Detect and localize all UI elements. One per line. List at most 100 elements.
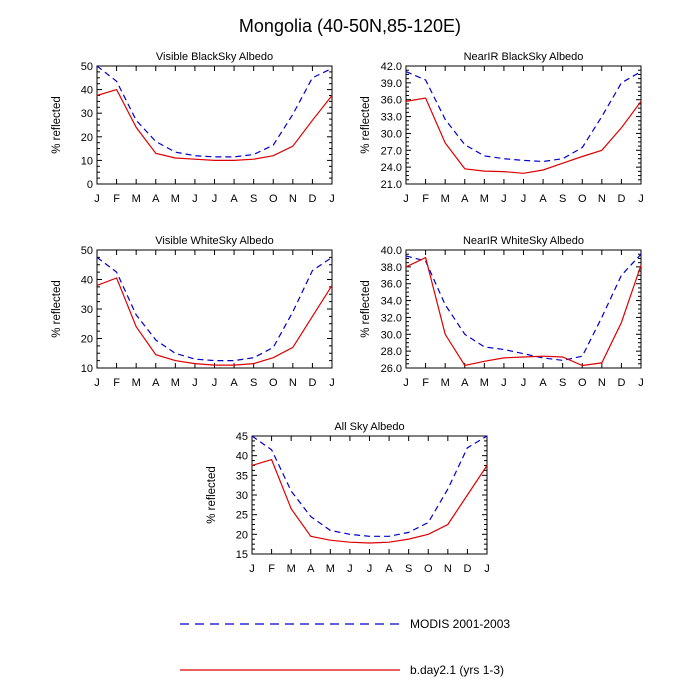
y-tick-label: 38.0 xyxy=(381,262,402,274)
panel-title: NearIR BlackSky Albedo xyxy=(464,51,584,63)
series-line-model xyxy=(96,277,333,366)
series-line-model xyxy=(405,97,642,174)
plot-frame xyxy=(96,65,333,185)
panel-title: All Sky Albedo xyxy=(334,421,404,433)
x-tick-label: F xyxy=(268,563,275,575)
y-tick-label: 20 xyxy=(81,132,93,144)
x-tick-label: J xyxy=(638,377,644,389)
y-tick-label: 36.0 xyxy=(381,279,402,291)
x-tick-label: A xyxy=(461,193,469,205)
x-tick-label: A xyxy=(152,193,160,205)
x-tick-label: A xyxy=(385,563,393,575)
y-tick-label: 50 xyxy=(81,245,93,257)
y-tick-label: 26.0 xyxy=(381,363,402,375)
chart-allsky: All Sky Albedo % reflected 15 20 25 30 35 40 45 J… xyxy=(206,421,490,575)
y-tick-label: 10 xyxy=(81,363,93,375)
series-line-model xyxy=(96,88,333,161)
x-tick-label: S xyxy=(559,377,566,389)
series-line-model xyxy=(251,458,488,544)
x-tick-label: A xyxy=(461,377,469,389)
y-tick-label: 40.0 xyxy=(381,245,402,257)
x-tick-label: M xyxy=(326,563,335,575)
x-tick-label: F xyxy=(422,377,429,389)
y-tick-label: 30 xyxy=(236,490,248,502)
x-tick-label: F xyxy=(113,193,120,205)
panel-title: NearIR WhiteSky Albedo xyxy=(463,235,584,247)
x-tick-label: A xyxy=(230,377,238,389)
x-tick-label: J xyxy=(192,193,198,205)
x-tick-label: J xyxy=(212,193,218,205)
y-tick-label: 27.0 xyxy=(381,145,402,157)
x-tick-label: J xyxy=(192,377,198,389)
y-axis-label: % reflected xyxy=(360,96,372,154)
plot-frame xyxy=(96,249,333,369)
y-axis-label: % reflected xyxy=(51,96,63,154)
x-tick-label: S xyxy=(250,193,257,205)
y-tick-label: 36.0 xyxy=(381,95,402,107)
chart-nearir-whitesky: NearIR WhiteSky Albedo % reflected 26.0 28.… xyxy=(360,235,644,389)
series-line-modis xyxy=(251,435,488,537)
x-tick-label: A xyxy=(539,377,547,389)
y-tick-label: 20 xyxy=(81,334,93,346)
x-tick-label: M xyxy=(287,563,296,575)
x-tick-label: O xyxy=(269,377,278,389)
x-tick-label: O xyxy=(578,377,587,389)
chart-visible-whitesky: Visible WhiteSky Albedo % reflected 10 20 30… xyxy=(51,235,335,389)
x-tick-label: J xyxy=(94,193,100,205)
legend-label-modis: MODIS 2001-2003 xyxy=(410,617,510,631)
y-tick-label: 40 xyxy=(236,451,248,463)
x-tick-label: D xyxy=(463,563,471,575)
x-tick-label: D xyxy=(617,377,625,389)
legend: MODIS 2001-2003 b.day2.1 (yrs 1-3) xyxy=(180,617,510,677)
x-tick-label: M xyxy=(132,193,141,205)
x-tick-label: J xyxy=(329,193,335,205)
x-tick-label: J xyxy=(329,377,335,389)
x-tick-label: O xyxy=(269,193,278,205)
x-tick-label: N xyxy=(289,377,297,389)
y-tick-label: 50 xyxy=(81,61,93,73)
panel-title: Visible BlackSky Albedo xyxy=(156,51,273,63)
y-tick-label: 40 xyxy=(81,275,93,287)
y-tick-label: 20 xyxy=(236,529,248,541)
series-line-modis xyxy=(405,71,642,163)
x-tick-label: J xyxy=(94,377,100,389)
y-tick-label: 30.0 xyxy=(381,128,402,140)
plot-frame xyxy=(405,65,642,185)
x-tick-label: A xyxy=(539,193,547,205)
panel-title: Visible WhiteSky Albedo xyxy=(155,235,273,247)
legend-label-model: b.day2.1 (yrs 1-3) xyxy=(410,663,504,677)
chart-nearir-blacksky: NearIR BlackSky Albedo % reflected 21.0 24.… xyxy=(360,51,644,205)
x-tick-label: F xyxy=(422,193,429,205)
series-line-modis xyxy=(96,65,333,158)
x-tick-label: J xyxy=(521,377,527,389)
x-tick-label: A xyxy=(307,563,315,575)
x-tick-label: A xyxy=(152,377,160,389)
y-axis-label: % reflected xyxy=(206,466,218,524)
chart-visible-blacksky: Visible BlackSky Albedo % reflected 0 10 20 3… xyxy=(51,51,335,205)
y-tick-label: 0 xyxy=(87,179,93,191)
x-tick-label: N xyxy=(444,563,452,575)
x-tick-label: N xyxy=(289,193,297,205)
y-tick-label: 25 xyxy=(236,510,248,522)
x-tick-label: J xyxy=(249,563,255,575)
x-tick-label: M xyxy=(171,193,180,205)
y-tick-label: 30.0 xyxy=(381,329,402,341)
x-tick-label: J xyxy=(521,193,527,205)
y-axis-label: % reflected xyxy=(51,280,63,338)
x-tick-label: M xyxy=(441,377,450,389)
x-tick-label: S xyxy=(559,193,566,205)
y-tick-label: 28.0 xyxy=(381,346,402,358)
x-tick-label: J xyxy=(403,193,409,205)
x-tick-label: M xyxy=(480,193,489,205)
x-tick-label: M xyxy=(480,377,489,389)
x-tick-label: J xyxy=(484,563,490,575)
y-tick-label: 33.0 xyxy=(381,112,402,124)
x-tick-label: F xyxy=(113,377,120,389)
plot-frame xyxy=(405,249,642,369)
x-tick-label: M xyxy=(132,377,141,389)
x-tick-label: O xyxy=(424,563,433,575)
y-axis-label: % reflected xyxy=(360,280,372,338)
figure-title: Mongolia (40-50N,85-120E) xyxy=(239,16,461,36)
x-tick-label: M xyxy=(171,377,180,389)
